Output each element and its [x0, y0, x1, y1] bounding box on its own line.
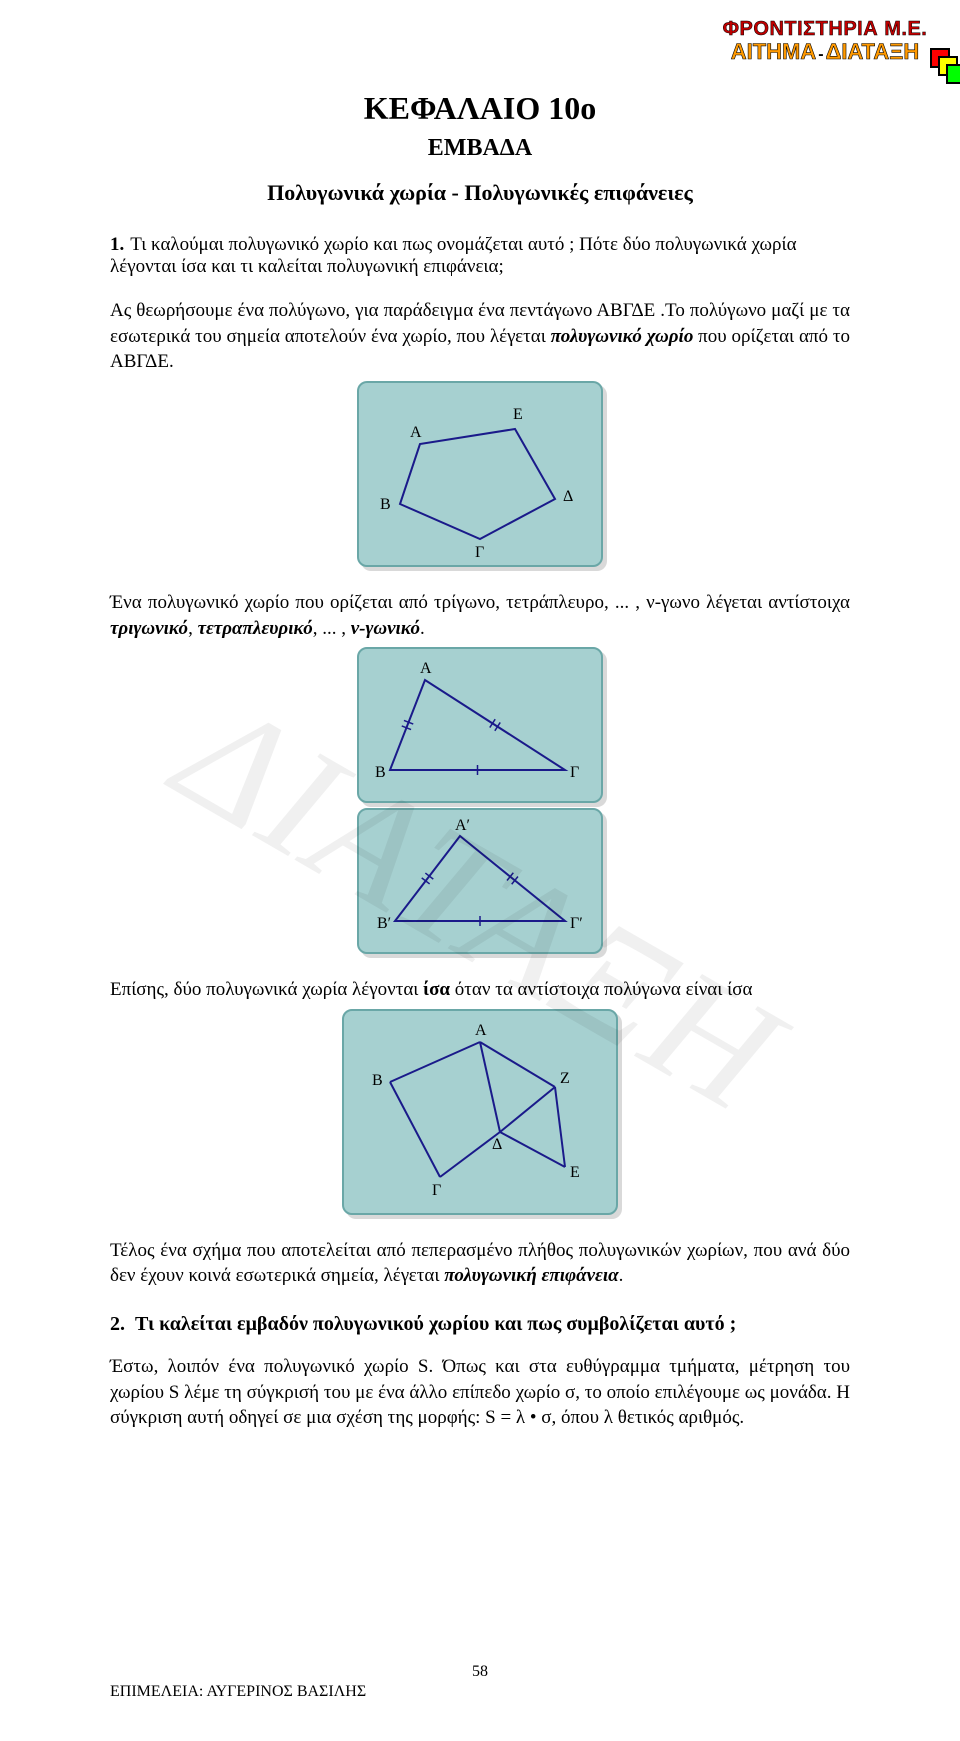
svg-text:Γ: Γ — [475, 544, 484, 559]
question-1: 1.Τι καλούμαι πολυγωνικό χωρίο και πως ο… — [110, 234, 850, 278]
svg-text:Β: Β — [380, 496, 391, 513]
polygons-diagram: Α Β Γ Δ Ζ Ε — [350, 1017, 610, 1207]
logo-line2: ΑΙΤΗΜΑ-ΔΙΑΤΑΞΗ — [720, 39, 930, 65]
logo-word-1: ΑΙΤΗΜΑ — [731, 39, 817, 64]
question-2: 2. Τι καλείται εμβαδόν πολυγωνικού χωρίο… — [110, 1313, 850, 1336]
svg-text:Γ: Γ — [432, 1182, 441, 1199]
svg-text:Ε: Ε — [570, 1164, 580, 1181]
triangle-b-diagram: Α′ Β′ Γ′ — [365, 816, 595, 946]
section-heading: Πολυγωνικά χωρία - Πολυγωνικές επιφάνειε… — [110, 180, 850, 206]
p3-a: Επίσης, δύο πολυγωνικά χωρία λέγονται — [110, 979, 423, 1000]
chapter-title: ΚΕΦΑΛΑΙΟ 10o — [110, 90, 850, 127]
svg-text:Α: Α — [475, 1022, 487, 1039]
footer-credit: ΕΠΙΜΕΛΕΙΑ: ΑΥΓΕΡΙΝΟΣ ΒΑΣΙΛΗΣ — [110, 1683, 850, 1701]
svg-text:Β: Β — [375, 764, 386, 781]
svg-text:Α: Α — [410, 424, 422, 441]
p3-c: όταν τα αντίστοιχα πολύγωνα είναι ίσα — [450, 979, 752, 1000]
p1-bold: πολυγωνικό χωρίο — [551, 326, 694, 347]
paragraph-4: Τέλος ένα σχήμα που αποτελείται από πεπε… — [110, 1238, 850, 1289]
pentagon-diagram: Α Β Γ Δ Ε — [365, 389, 595, 559]
svg-text:Δ: Δ — [492, 1136, 502, 1153]
question-1-number: 1. — [110, 234, 124, 255]
p4-c: . — [619, 1265, 624, 1286]
svg-text:Β′: Β′ — [377, 915, 391, 932]
logo-word-2: ΔΙΑΤΑΞΗ — [826, 39, 920, 64]
svg-text:Β: Β — [372, 1072, 383, 1089]
svg-text:Δ: Δ — [563, 488, 573, 505]
p2-a: Ένα πολυγωνικό χωρίο που ορίζεται από τρ… — [110, 592, 850, 613]
question-2-text: Τι καλείται εμβαδόν πολυγωνικού χωρίου κ… — [135, 1313, 736, 1335]
logo-sep: - — [816, 46, 825, 63]
figure-pentagon: Α Β Γ Δ Ε — [110, 381, 850, 572]
p3-b: ίσα — [423, 979, 450, 1000]
figure-polygons-equal: Α Β Γ Δ Ζ Ε — [110, 1009, 850, 1220]
page-number: 58 — [110, 1663, 850, 1681]
svg-text:Ε: Ε — [513, 406, 523, 423]
svg-text:Γ′: Γ′ — [570, 915, 583, 932]
p2-c: , — [188, 618, 198, 639]
paragraph-1: Ας θεωρήσουμε ένα πολύγωνο, για παράδειγ… — [110, 298, 850, 375]
chapter-subtitle: ΕΜΒΑΔΑ — [110, 135, 850, 162]
svg-text:Α′: Α′ — [455, 817, 470, 834]
paragraph-3: Επίσης, δύο πολυγωνικά χωρία λέγονται ίσ… — [110, 977, 850, 1003]
svg-text:Α: Α — [420, 660, 432, 677]
paragraph-5: Έστω, λοιπόν ένα πολυγωνικό χωρίο S. Όπω… — [110, 1354, 850, 1431]
header-logo: ΦΡΟΝΤΙΣΤΗΡΙΑ Μ.Ε. ΑΙΤΗΜΑ-ΔΙΑΤΑΞΗ — [720, 18, 930, 65]
triangle-a-diagram: Α Β Γ — [365, 655, 595, 795]
figure-triangles: Α Β Γ Α′ Β′ Γ′ — [110, 647, 850, 959]
page-content: ΚΕΦΑΛΑΙΟ 10o ΕΜΒΑΔΑ Πολυγωνικά χωρία - Π… — [0, 0, 960, 1475]
svg-text:Γ: Γ — [570, 764, 579, 781]
p4-b: πολυγωνική επιφάνεια — [444, 1265, 618, 1286]
question-2-number: 2. — [110, 1313, 125, 1335]
p2-f: ν-γωνικό — [351, 618, 420, 639]
p2-e: , ... , — [313, 618, 351, 639]
p2-g: . — [420, 618, 425, 639]
page-footer: 58 ΕΠΙΜΕΛΕΙΑ: ΑΥΓΕΡΙΝΟΣ ΒΑΣΙΛΗΣ — [110, 1663, 850, 1701]
question-1-text: Τι καλούμαι πολυγωνικό χωρίο και πως ονο… — [110, 234, 797, 277]
p2-d: τετραπλευρικό — [198, 618, 313, 639]
svg-text:Ζ: Ζ — [560, 1070, 570, 1087]
logo-line1: ΦΡΟΝΤΙΣΤΗΡΙΑ Μ.Ε. — [720, 18, 930, 41]
paragraph-2: Ένα πολυγωνικό χωρίο που ορίζεται από τρ… — [110, 590, 850, 641]
p2-b: τριγωνικό — [110, 618, 188, 639]
